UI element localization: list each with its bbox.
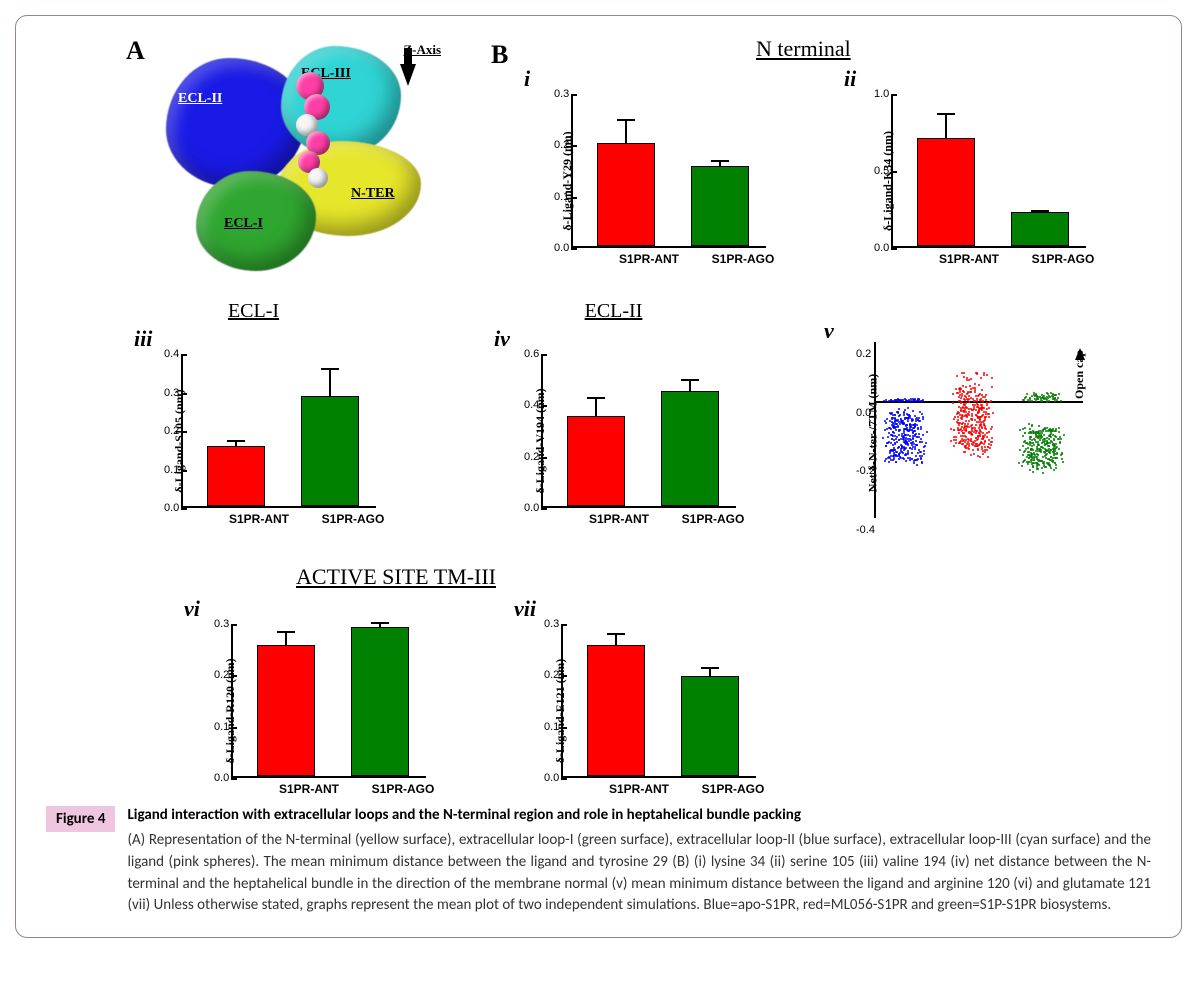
nter-label: N-TER [351,186,395,202]
chart-vii: viiδ-Ligand-E121 (nm)0.00.10.20.3 S1PR-A… [506,596,761,826]
chart-vi: viδ-Ligand-R120 (nm)0.00.10.20.3 S1PR-AN… [176,596,431,826]
z-axis-arrow-icon [400,64,416,86]
chart-i: iδ-Ligand-Y29 (nm)0.00.10.20.3 S1PR-ANT … [516,66,771,296]
ecl1-label: ECL-I [224,216,263,232]
chart-ii: iiδ-Ligand-K34 (nm)0.00.51.0 S1PR-ANT S1… [836,66,1091,296]
panel-a: A Z-Axis ECL-II ECL-III N-TER ECL-I [126,36,446,286]
ecl2-label: ECL-II [178,91,222,107]
figure-tag: Figure 4 [46,806,115,832]
chart-iv: ECL-IIivδ-Ligand-V194 (nm)0.00.20.40.6 S… [486,326,741,556]
chart-iii: ECL-Iiiiδ-Ligand-S105 (nm)0.00.10.20.30.… [126,326,381,556]
chart-v: vNet δ-N-ter-/7TM (nm)Open cap-0.4-0.20.… [816,318,1091,548]
figure-frame: A Z-Axis ECL-II ECL-III N-TER ECL-I [15,15,1182,938]
panel-b-label: B [491,40,508,70]
ecl3-surface [281,46,401,156]
caption-body: (A) Representation of the N-terminal (ye… [127,830,1151,917]
section-active: ACTIVE SITE TM-III [296,564,496,590]
section-nterminal: N terminal [756,36,851,62]
panel-a-label: A [126,36,145,66]
